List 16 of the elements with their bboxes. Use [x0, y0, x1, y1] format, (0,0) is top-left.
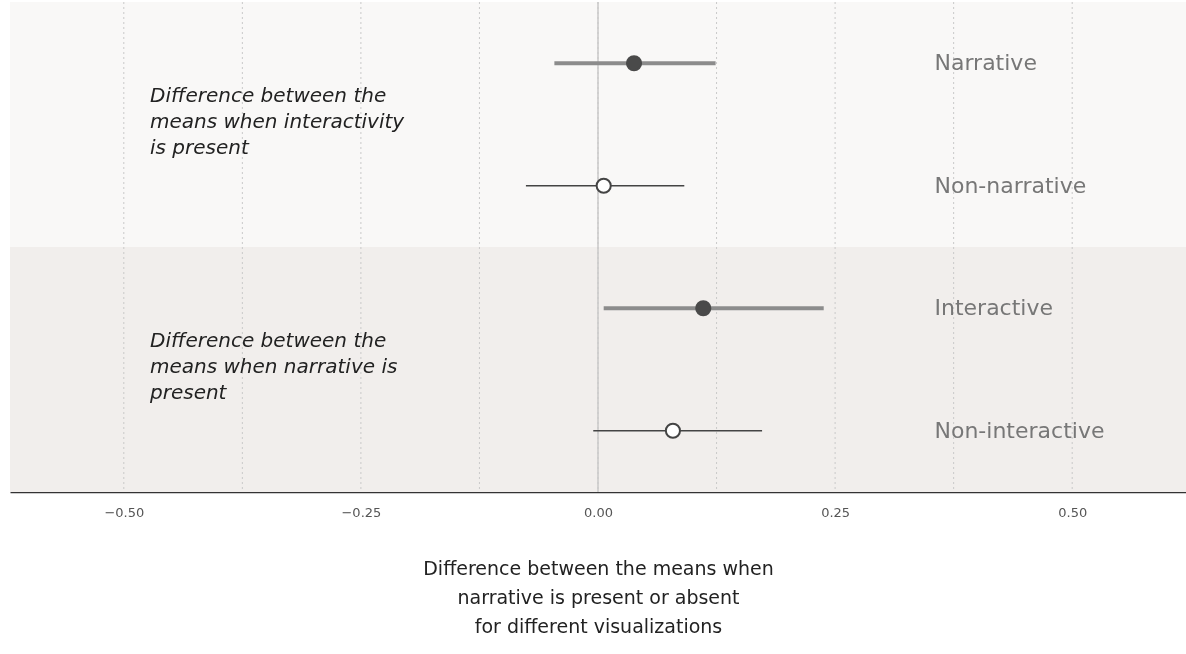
x-tick-label: −0.50: [104, 504, 145, 520]
y-tick-label: Narrative: [934, 50, 1037, 76]
point: [625, 55, 643, 72]
x-axis-title: Difference between the means when narrative is present or absent for different visualizations: [423, 556, 774, 637]
point: [695, 300, 712, 317]
point: [664, 422, 681, 439]
annotation: Difference between the means when interactivity is present: [150, 82, 406, 159]
x-tick-label: −0.25: [341, 504, 382, 520]
x-tick-label: 0.50: [1058, 504, 1088, 520]
y-tick-label: Interactive: [934, 295, 1054, 321]
point: [595, 177, 612, 194]
x-tick-label: 0.00: [584, 504, 613, 520]
x-tick-label: 0.25: [821, 504, 851, 520]
annotation: Difference between the means when narrative is present: [149, 327, 398, 404]
y-tick-label: Non-interactive: [934, 417, 1105, 443]
y-tick-label: Non-narrative: [934, 172, 1087, 198]
